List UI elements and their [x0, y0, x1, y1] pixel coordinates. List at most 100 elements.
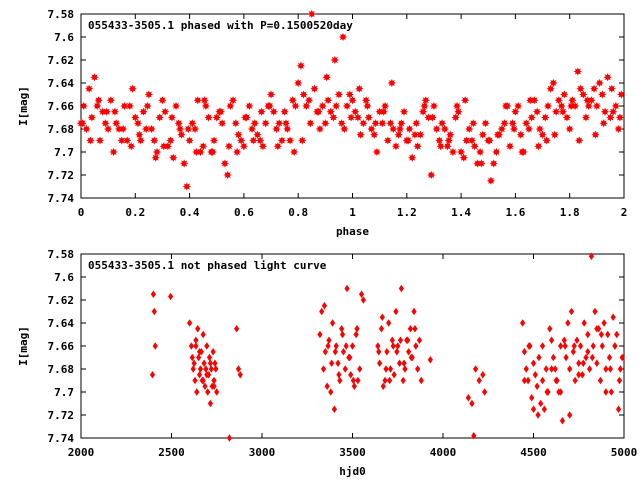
data-point [371, 119, 380, 128]
data-point [159, 142, 168, 151]
data-point [204, 342, 210, 350]
data-point [508, 119, 517, 128]
data-point [592, 307, 598, 316]
data-point [336, 371, 342, 379]
data-point [325, 342, 331, 350]
data-point [90, 73, 99, 82]
data-series [149, 252, 625, 442]
data-point [185, 136, 194, 145]
data-point [144, 90, 154, 99]
data-point [189, 353, 195, 362]
data-point [560, 90, 569, 99]
data-point [501, 101, 511, 111]
data-point [607, 365, 614, 373]
data-point [367, 124, 376, 134]
data-point [150, 290, 157, 298]
data-point [405, 336, 411, 344]
data-point [527, 113, 536, 122]
x-tick-label: 1.2 [397, 206, 417, 219]
data-point [598, 330, 604, 339]
data-point [318, 101, 327, 111]
data-point [326, 336, 332, 344]
data-point [581, 113, 591, 122]
data-point [277, 136, 287, 145]
data-point [482, 388, 488, 396]
data-point [605, 330, 611, 339]
data-point [175, 124, 185, 134]
data-point [122, 136, 132, 145]
data-point [400, 376, 406, 385]
data-point [299, 90, 308, 99]
data-point [513, 101, 523, 111]
data-point [319, 307, 325, 316]
data-point [401, 359, 407, 367]
data-point [415, 365, 421, 373]
data-point [372, 147, 382, 157]
data-point [184, 124, 193, 134]
data-point [177, 130, 186, 139]
data-point [167, 113, 177, 122]
data-point [332, 101, 341, 111]
data-point [599, 342, 605, 350]
data-point [558, 107, 568, 116]
data-point [190, 365, 196, 373]
data-point [289, 147, 299, 157]
data-point [275, 119, 284, 128]
data-point [337, 119, 346, 128]
data-point [356, 130, 365, 139]
data-point [576, 84, 585, 93]
data-point [398, 284, 404, 293]
y-tick-label: 7.62 [48, 294, 75, 307]
data-point [617, 365, 623, 373]
data-point [223, 170, 232, 180]
y-axis-label: I[mag] [17, 86, 30, 126]
data-point [567, 411, 573, 419]
data-point [389, 124, 398, 134]
data-point [234, 325, 240, 333]
data-point [421, 96, 430, 105]
data-point [592, 101, 602, 111]
x-axis-label: hjd0 [339, 465, 366, 478]
data-point [601, 319, 607, 327]
data-point [505, 142, 515, 151]
data-point [594, 359, 600, 367]
data-point [428, 113, 437, 122]
data-point [534, 142, 543, 151]
data-point [378, 119, 387, 128]
data-point [608, 388, 614, 396]
data-point [196, 371, 203, 379]
data-point [393, 307, 399, 316]
data-point [391, 371, 397, 379]
data-point [194, 388, 200, 396]
data-point [348, 96, 357, 105]
data-point [465, 124, 474, 134]
data-point [272, 124, 281, 134]
data-point [208, 147, 217, 157]
data-point [202, 382, 208, 390]
data-point [539, 376, 546, 385]
data-point [355, 376, 361, 385]
data-point [543, 365, 549, 373]
data-point [363, 101, 372, 111]
data-point [427, 356, 433, 364]
data-point [454, 107, 463, 116]
data-point [386, 119, 395, 128]
data-point [360, 296, 366, 304]
data-point [603, 388, 609, 396]
data-point [406, 348, 412, 356]
data-point [580, 359, 586, 367]
data-point [396, 359, 403, 367]
data-point [241, 113, 250, 122]
data-point [462, 136, 471, 145]
x-tick-label: 0 [78, 206, 85, 219]
data-point [572, 376, 578, 385]
data-point [209, 136, 219, 145]
data-point [405, 124, 414, 134]
data-point [476, 376, 482, 385]
data-point [575, 136, 584, 145]
data-point [516, 130, 525, 139]
data-point [78, 119, 87, 128]
data-point [535, 411, 541, 419]
